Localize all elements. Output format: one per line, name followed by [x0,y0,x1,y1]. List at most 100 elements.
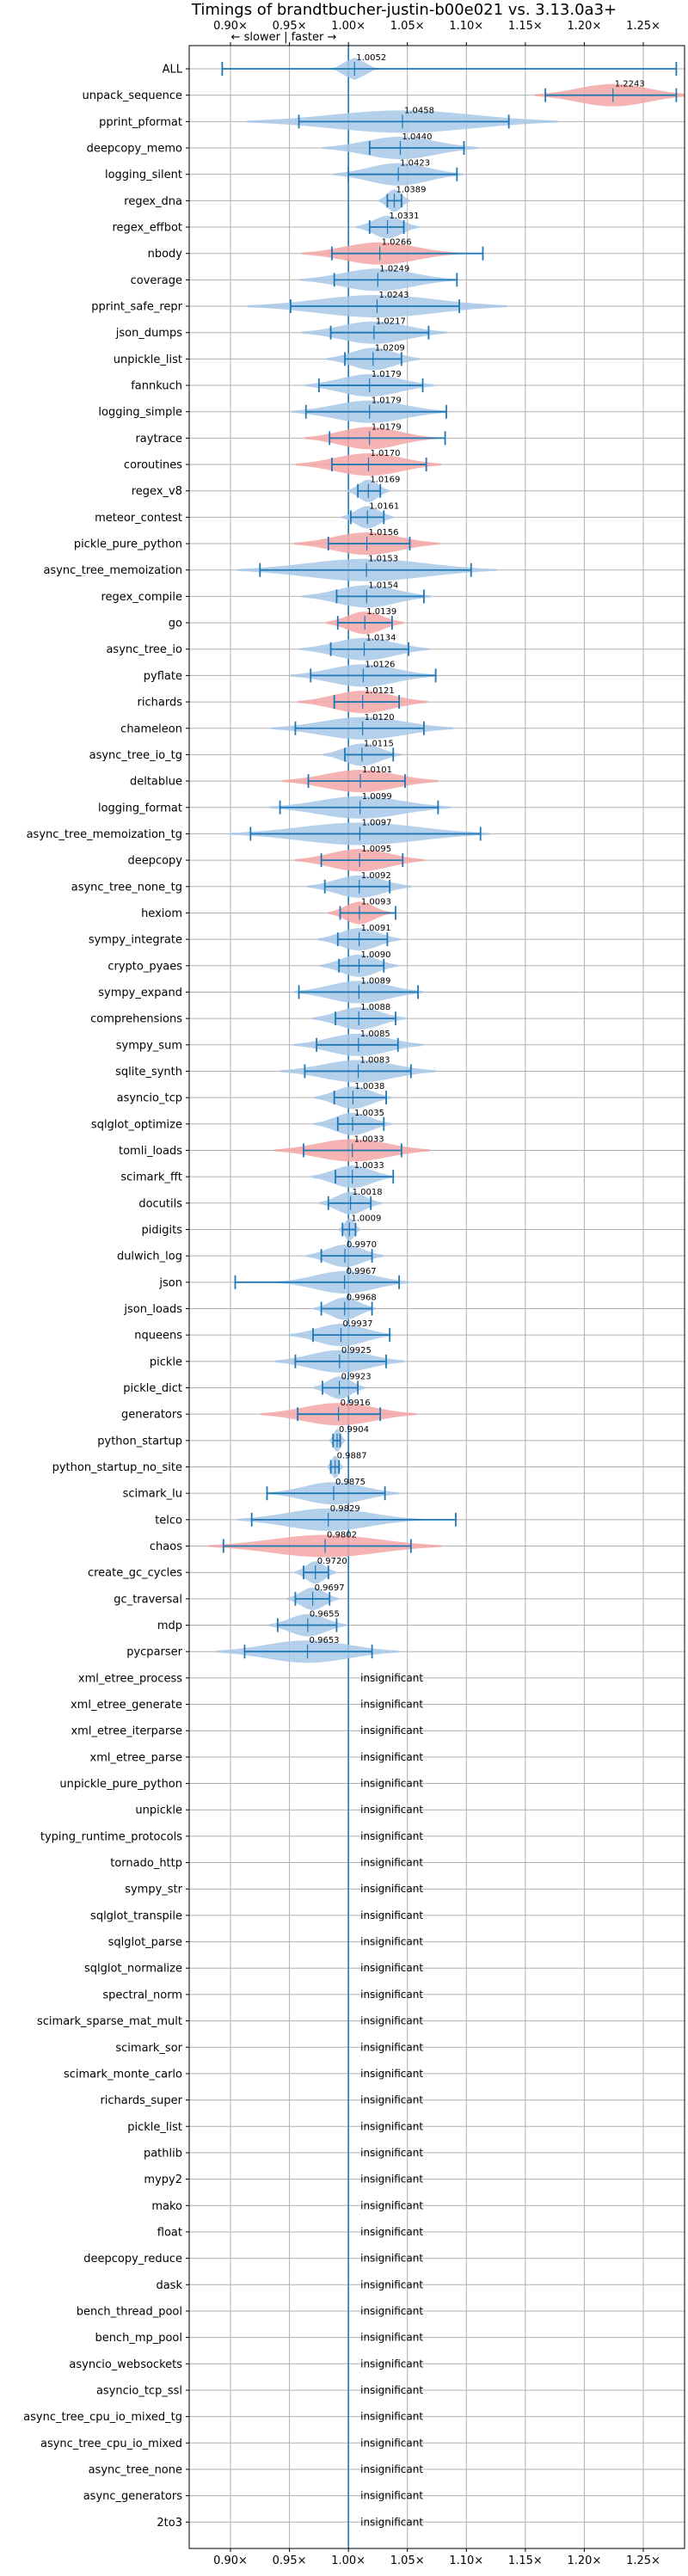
value-label: 1.0209 [375,343,405,353]
benchmark-label: asyncio_tcp_ssl [96,2384,182,2397]
benchmark-label: async_tree_memoization_tg [27,828,182,841]
insignificant-label: insignificant [360,2358,423,2370]
benchmark-label: 2to3 [157,2517,182,2530]
insignificant-label: insignificant [360,1857,423,1869]
value-label: 1.0035 [354,1109,384,1118]
benchmark-label: async_tree_none [89,2463,182,2476]
insignificant-label: insignificant [360,2437,423,2449]
benchmark-label: pprint_safe_repr [91,301,182,314]
value-label: 1.0052 [356,53,386,63]
insignificant-label: insignificant [360,1804,423,1816]
benchmark-label: regex_compile [101,591,182,604]
benchmark-label: float [157,2226,182,2239]
benchmark-label: async_tree_none_tg [71,881,182,894]
value-label: 1.0091 [361,924,391,933]
insignificant-label: insignificant [360,2490,423,2502]
benchmark-label: hexiom [141,907,182,920]
benchmark-label: json_loads [123,1303,182,1316]
benchmark-label: gc_traversal [114,1593,182,1606]
benchmark-label: async_generators [83,2490,183,2503]
insignificant-label: insignificant [360,2384,423,2396]
benchmark-label: mdp [157,1620,182,1632]
x-tick-label-bottom: 1.20× [568,2554,602,2567]
benchmark-label: python_startup [97,1435,182,1448]
benchmark-label: chameleon [120,722,182,735]
benchmark-label: pickle [150,1356,182,1368]
value-label: 1.0088 [360,1003,390,1012]
x-tick-label-top: 1.05× [390,20,425,33]
benchmark-label: deepcopy_memo [87,143,182,156]
benchmark-label: logging_silent [105,169,182,181]
benchmark-label: async_tree_cpu_io_mixed [40,2438,182,2450]
benchmark-label: async_tree_memoization [43,564,182,577]
insignificant-label: insignificant [360,2041,423,2053]
insignificant-label: insignificant [360,2173,423,2186]
value-label: 0.9904 [339,1425,369,1435]
value-label: 1.0099 [362,792,392,802]
benchmark-label: async_tree_cpu_io_mixed_tg [23,2411,182,2424]
benchmark-label: generators [121,1409,182,1422]
benchmark-label: sympy_expand [98,987,182,999]
value-label: 1.0101 [362,765,392,775]
benchmark-label: async_tree_io_tg [89,749,182,762]
benchmark-label: scimark_fft [120,1171,182,1184]
value-label: 0.9916 [341,1399,371,1408]
benchmark-label: sympy_str [125,1884,182,1897]
insignificant-label: insignificant [360,2411,423,2423]
benchmark-label: ALL [163,64,183,77]
benchmark-label: dask [156,2279,182,2292]
benchmark-label: unpack_sequence [82,89,182,102]
value-label: 1.0389 [396,185,426,194]
value-label: 1.0018 [353,1188,383,1197]
benchmark-label: json [158,1276,182,1289]
x-tick-label-bottom: 1.05× [390,2554,425,2567]
benchmark-label: asyncio_websockets [69,2358,182,2371]
benchmark-label: xml_etree_process [78,1672,182,1685]
value-label: 0.9875 [335,1478,366,1487]
benchmark-label: nqueens [134,1330,182,1343]
insignificant-label: insignificant [360,2278,423,2290]
benchmark-label: pathlib [144,2147,182,2160]
value-label: 1.0092 [361,871,391,881]
x-tick-label-bottom: 1.15× [508,2554,543,2567]
benchmark-label: pickle_dict [123,1382,182,1395]
insignificant-label: insignificant [360,2120,423,2132]
benchmark-label: meteor_contest [95,512,182,525]
insignificant-label: insignificant [360,2015,423,2027]
insignificant-label: insignificant [360,2305,423,2317]
value-label: 0.9967 [347,1267,377,1276]
value-label: 1.0121 [365,686,395,696]
value-label: 0.9937 [343,1319,373,1329]
value-label: 0.9887 [337,1452,367,1461]
benchmark-label: fannkuch [131,380,182,393]
value-label: 1.0033 [354,1161,384,1171]
value-label: 1.0266 [382,238,412,248]
insignificant-label: insignificant [360,2094,423,2106]
benchmark-label: json_dumps [115,327,182,340]
value-label: 1.0120 [365,713,395,722]
value-label: 1.0440 [402,132,432,142]
benchmark-label: deepcopy [127,855,182,868]
benchmark-label: unpickle [135,1804,182,1817]
value-label: 1.0179 [372,397,402,406]
value-label: 1.0170 [370,449,400,458]
benchmark-label: docutils [138,1197,182,1210]
benchmark-label: pycparser [126,1646,182,1659]
insignificant-label: insignificant [360,1830,423,1842]
value-label: 1.0169 [370,476,400,485]
insignificant-label: insignificant [360,1672,423,1684]
benchmark-label: bench_mp_pool [95,2332,182,2345]
benchmark-label: coverage [131,274,182,287]
value-label: 1.0243 [378,291,408,300]
benchmark-label: pidigits [142,1224,183,1237]
benchmark-label: deltablue [130,776,182,789]
insignificant-label: insignificant [360,1751,423,1763]
insignificant-label: insignificant [360,2068,423,2080]
value-label: 1.0161 [369,501,399,511]
value-label: 1.0134 [366,634,396,643]
benchmark-label: sympy_sum [116,1039,182,1052]
benchmark-label: logging_format [98,802,182,815]
benchmark-label: pickle_pure_python [74,538,182,551]
benchmark-label: tomli_loads [119,1145,182,1158]
